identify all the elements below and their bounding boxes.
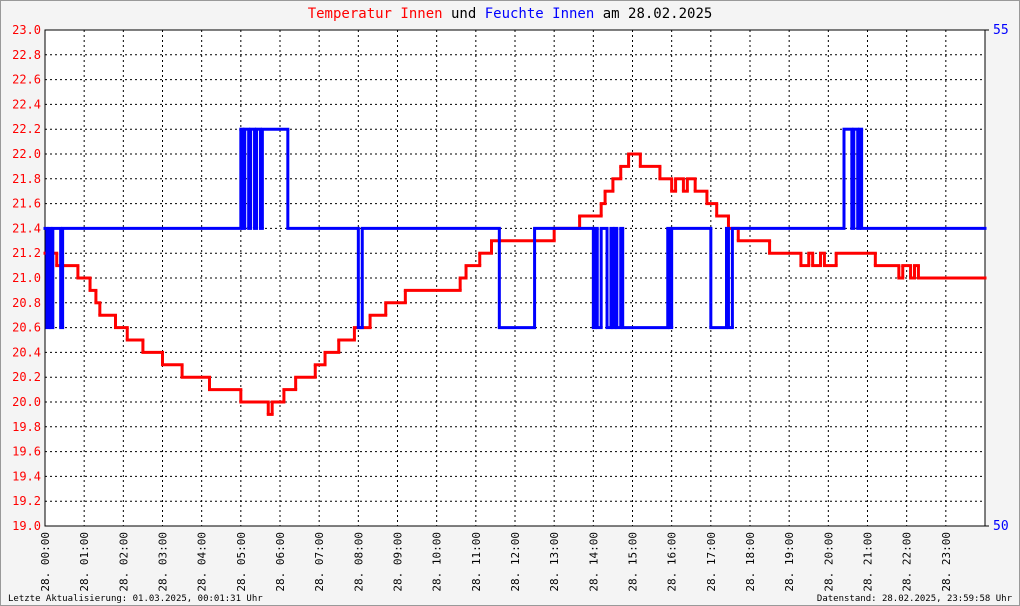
y-tick-label: 20.0 bbox=[12, 395, 41, 409]
y-tick-label: 19.4 bbox=[12, 469, 41, 483]
x-tick-label: 28. 12:00 bbox=[509, 532, 522, 592]
y-tick-label: 22.8 bbox=[12, 48, 41, 62]
title-connector: und bbox=[451, 6, 476, 22]
y-tick-label: 20.4 bbox=[12, 345, 41, 359]
y-tick-label: 22.4 bbox=[12, 97, 41, 111]
x-tick-label: 28. 10:00 bbox=[431, 532, 444, 592]
x-tick-label: 28. 14:00 bbox=[587, 532, 600, 592]
x-tick-label: 28. 07:00 bbox=[313, 532, 326, 592]
footer-right: Datenstand: 28.02.2025, 23:59:58 Uhr bbox=[817, 594, 1013, 604]
x-tick-label: 28. 22:00 bbox=[901, 532, 914, 592]
x-tick-label: 28. 13:00 bbox=[548, 532, 561, 592]
y-tick-label: 19.8 bbox=[12, 420, 41, 434]
y-tick-label: 20.2 bbox=[12, 370, 41, 384]
y-tick-label: 20.6 bbox=[12, 321, 41, 335]
y-tick-label: 22.6 bbox=[12, 73, 41, 87]
y-tick-label: 19.2 bbox=[12, 494, 41, 508]
y-tick-label: 21.4 bbox=[12, 221, 41, 235]
x-tick-label: 28. 05:00 bbox=[235, 532, 248, 592]
y-tick-label: 22.2 bbox=[12, 122, 41, 136]
x-tick-label: 28. 03:00 bbox=[157, 532, 170, 592]
chart-title: Temperatur Innen und Feuchte Innen am 28… bbox=[308, 6, 713, 22]
y-tick-label: 19.0 bbox=[12, 519, 41, 533]
x-tick-label: 28. 23:00 bbox=[940, 532, 953, 592]
x-tick-label: 28. 02:00 bbox=[117, 532, 130, 592]
footer-left: Letzte Aktualisierung: 01.03.2025, 00:01… bbox=[8, 594, 263, 604]
x-tick-label: 28. 06:00 bbox=[274, 532, 287, 592]
title-date: am 28.02.2025 bbox=[603, 6, 713, 22]
title-series-2: Feuchte Innen bbox=[485, 6, 595, 22]
x-tick-label: 28. 17:00 bbox=[705, 532, 718, 592]
y2-tick-label: 50 bbox=[993, 519, 1009, 534]
y-tick-label: 23.0 bbox=[12, 23, 41, 37]
x-tick-label: 28. 19:00 bbox=[783, 532, 796, 592]
y-tick-label: 21.0 bbox=[12, 271, 41, 285]
x-tick-label: 28. 01:00 bbox=[78, 532, 91, 592]
y-tick-label: 21.8 bbox=[12, 172, 41, 186]
title-series-1: Temperatur Innen bbox=[308, 6, 443, 22]
y2-tick-label: 55 bbox=[993, 23, 1009, 38]
y-tick-label: 20.8 bbox=[12, 296, 41, 310]
x-tick-label: 28. 04:00 bbox=[196, 532, 209, 592]
y-tick-label: 21.6 bbox=[12, 197, 41, 211]
x-tick-label: 28. 18:00 bbox=[744, 532, 757, 592]
x-tick-label: 28. 20:00 bbox=[822, 532, 835, 592]
y-tick-label: 22.0 bbox=[12, 147, 41, 161]
x-tick-label: 28. 15:00 bbox=[627, 532, 640, 592]
x-tick-label: 28. 09:00 bbox=[392, 532, 405, 592]
x-tick-label: 28. 11:00 bbox=[470, 532, 483, 592]
x-tick-label: 28. 00:00 bbox=[39, 532, 52, 592]
y-tick-label: 21.2 bbox=[12, 246, 41, 260]
y-tick-label: 19.6 bbox=[12, 445, 41, 459]
x-tick-label: 28. 21:00 bbox=[862, 532, 875, 592]
x-tick-label: 28. 08:00 bbox=[352, 532, 365, 592]
x-tick-label: 28. 16:00 bbox=[666, 532, 679, 592]
